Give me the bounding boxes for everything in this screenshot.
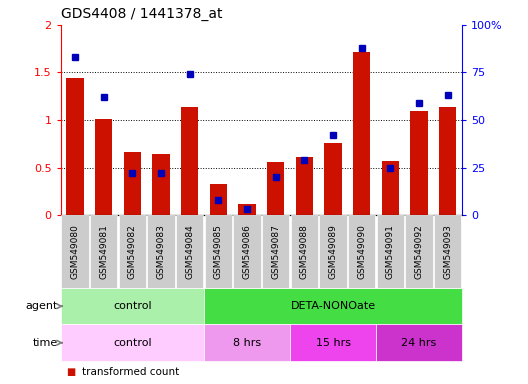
Text: GSM549088: GSM549088 (300, 224, 309, 279)
Text: GSM549089: GSM549089 (328, 224, 337, 279)
Bar (267, 162, 284, 215)
Text: time: time (33, 338, 58, 348)
Text: control: control (113, 301, 152, 311)
Bar (410, 111, 428, 215)
Text: GSM549083: GSM549083 (156, 224, 166, 279)
Bar (324, 143, 342, 215)
Bar (296, 157, 313, 215)
Text: transformed count: transformed count (82, 367, 179, 377)
Text: GSM549090: GSM549090 (357, 224, 366, 279)
Text: GSM549092: GSM549092 (414, 224, 423, 279)
Text: GSM549086: GSM549086 (242, 224, 251, 279)
Text: GSM549082: GSM549082 (128, 224, 137, 279)
Text: control: control (113, 338, 152, 348)
Bar (124, 152, 141, 215)
Bar (353, 51, 370, 215)
Text: GSM549087: GSM549087 (271, 224, 280, 279)
Bar (210, 184, 227, 215)
Text: GSM549080: GSM549080 (71, 224, 80, 279)
Text: ■: ■ (66, 367, 76, 377)
Text: GSM549081: GSM549081 (99, 224, 108, 279)
Text: GSM549093: GSM549093 (443, 224, 452, 279)
Bar (181, 107, 199, 215)
Text: GDS4408 / 1441378_at: GDS4408 / 1441378_at (61, 7, 222, 21)
Text: DETA-NONOate: DETA-NONOate (290, 301, 375, 311)
Bar (439, 107, 456, 215)
Text: 8 hrs: 8 hrs (233, 338, 261, 348)
Bar (382, 161, 399, 215)
Text: GSM549085: GSM549085 (214, 224, 223, 279)
Text: 24 hrs: 24 hrs (401, 338, 437, 348)
Bar (67, 78, 83, 215)
Bar (239, 204, 256, 215)
Text: 15 hrs: 15 hrs (316, 338, 351, 348)
Text: GSM549091: GSM549091 (386, 224, 395, 279)
Text: GSM549084: GSM549084 (185, 224, 194, 279)
Bar (153, 154, 169, 215)
Text: agent: agent (26, 301, 58, 311)
Bar (95, 119, 112, 215)
